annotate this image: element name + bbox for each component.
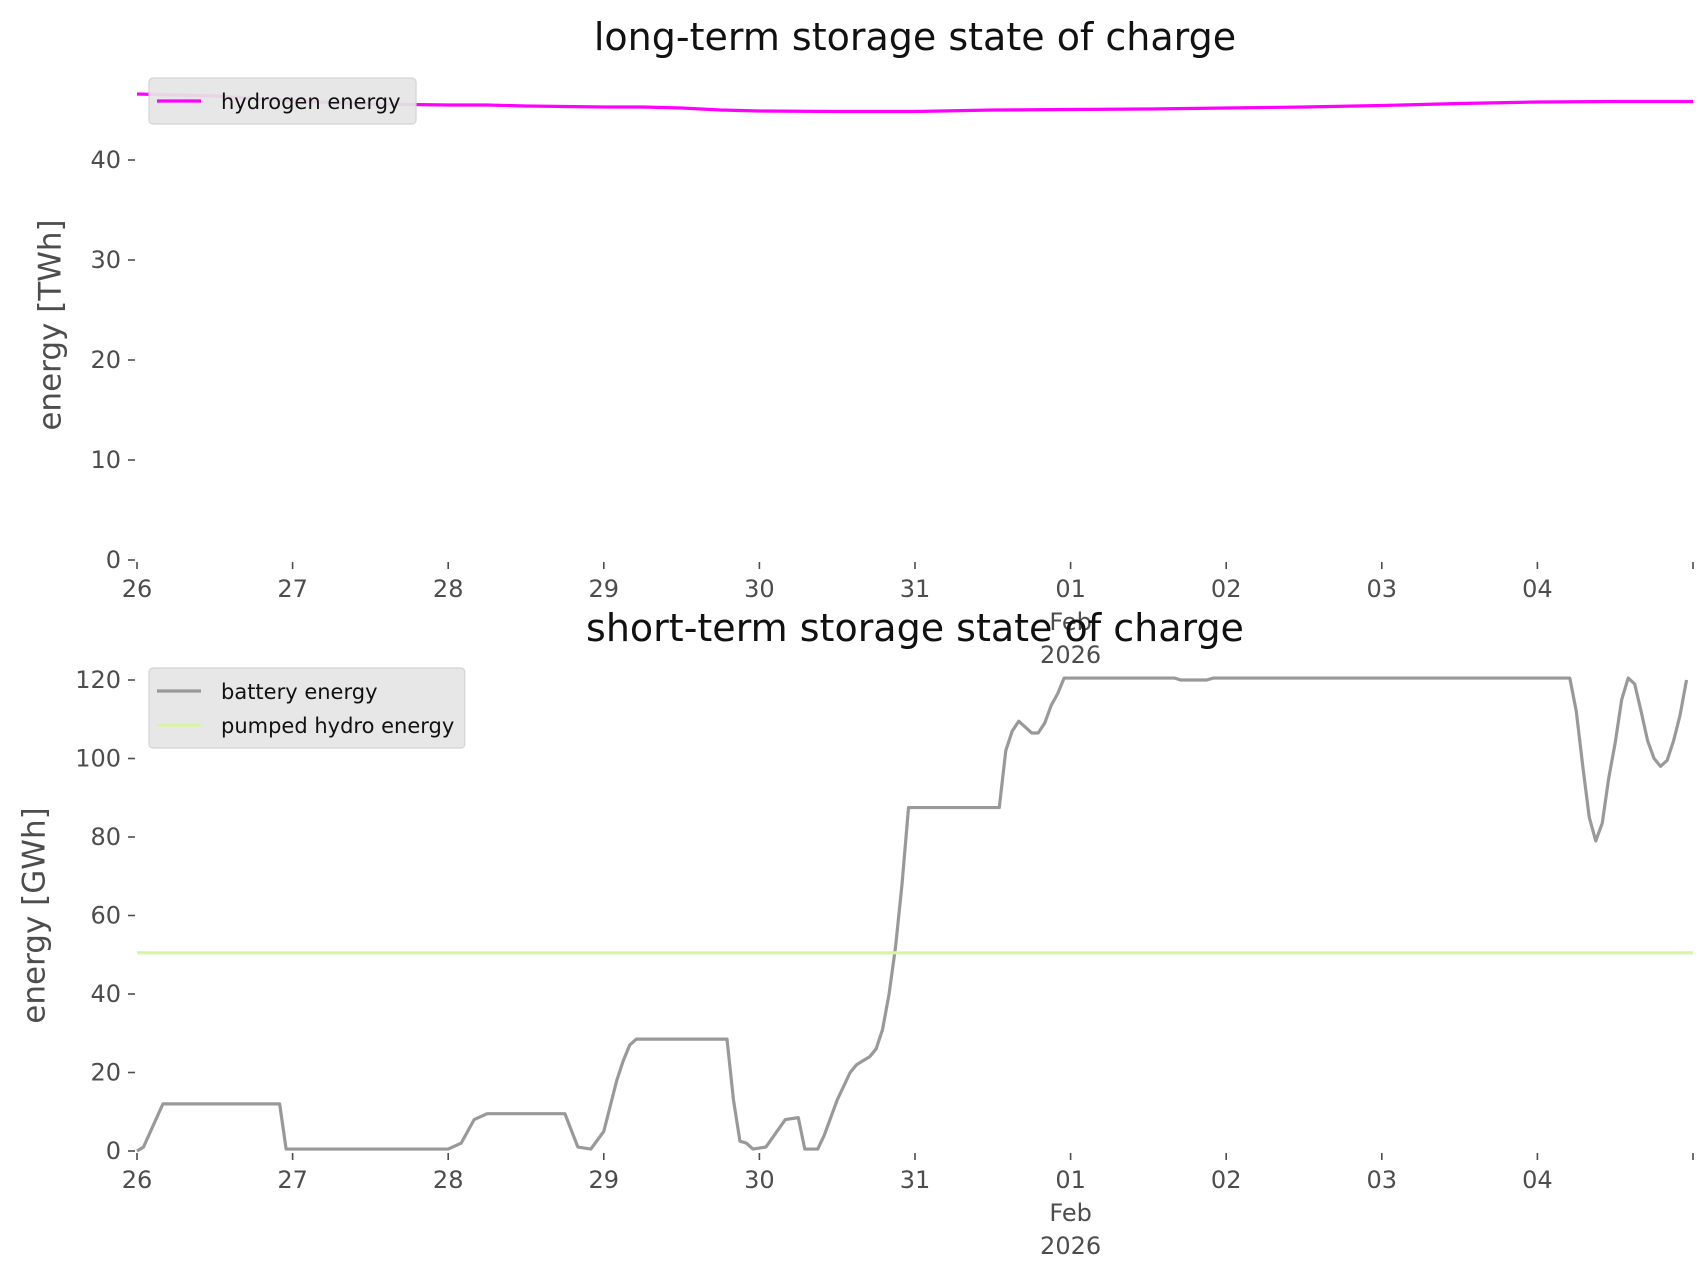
legend-label: hydrogen energy <box>221 90 401 114</box>
x-tick-label: Feb <box>1049 608 1092 636</box>
x-tick-label: 30 <box>744 575 775 603</box>
x-tick-label: 04 <box>1522 1166 1553 1194</box>
x-tick-label: 2026 <box>1040 641 1101 669</box>
x-tick-label: 29 <box>589 1166 620 1194</box>
x-tick-label: 04 <box>1522 575 1553 603</box>
chart-title: short-term storage state of charge <box>586 606 1244 650</box>
legend-box <box>148 667 466 749</box>
x-tick-label: 28 <box>433 575 464 603</box>
x-tick-label: 02 <box>1211 575 1242 603</box>
y-tick-label: 80 <box>90 823 121 851</box>
y-tick-label: 40 <box>90 980 121 1008</box>
x-tick-label: 03 <box>1367 575 1398 603</box>
x-tick-label: 30 <box>744 1166 775 1194</box>
x-tick-label: 31 <box>900 575 931 603</box>
x-tick-label: 2026 <box>1040 1232 1101 1260</box>
y-tick-label: 100 <box>75 745 121 773</box>
y-axis-label: energy [TWh] <box>33 219 69 430</box>
x-tick-label: 26 <box>122 1166 153 1194</box>
chart-title: long-term storage state of charge <box>594 15 1236 59</box>
y-tick-label: 20 <box>90 1059 121 1087</box>
x-tick-label: 29 <box>589 575 620 603</box>
series-line-battery-energy <box>136 676 1689 1153</box>
y-tick-label: 30 <box>90 246 121 274</box>
y-tick-label: 0 <box>106 546 121 574</box>
legend-label: pumped hydro energy <box>221 714 454 738</box>
y-tick-label: 20 <box>90 346 121 374</box>
y-tick-label: 120 <box>75 666 121 694</box>
x-tick-label: 03 <box>1367 1166 1398 1194</box>
x-tick-label: 26 <box>122 575 153 603</box>
series-line-hydrogen-energy <box>136 92 1693 114</box>
legend-box <box>148 77 417 125</box>
x-tick-label: 28 <box>433 1166 464 1194</box>
x-tick-label: 01 <box>1055 1166 1086 1194</box>
y-tick-label: 60 <box>90 902 121 930</box>
y-axis-label: energy [GWh] <box>17 807 53 1023</box>
y-tick-label: 10 <box>90 446 121 474</box>
x-tick-label: 27 <box>277 1166 308 1194</box>
x-tick-label: 27 <box>277 575 308 603</box>
x-tick-label: Feb <box>1049 1199 1092 1227</box>
x-tick-label: 31 <box>900 1166 931 1194</box>
y-tick-label: 0 <box>106 1137 121 1165</box>
x-tick-label: 01 <box>1055 575 1086 603</box>
legend-label: battery energy <box>221 680 378 704</box>
x-tick-label: 02 <box>1211 1166 1242 1194</box>
y-tick-label: 40 <box>90 146 121 174</box>
